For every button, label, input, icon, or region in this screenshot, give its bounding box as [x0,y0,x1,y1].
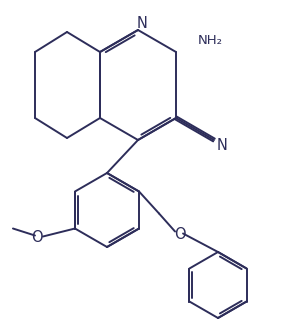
Text: O: O [31,230,43,245]
Text: N: N [217,138,227,152]
Text: NH₂: NH₂ [198,34,223,47]
Text: O: O [174,227,186,242]
Text: N: N [136,16,148,30]
